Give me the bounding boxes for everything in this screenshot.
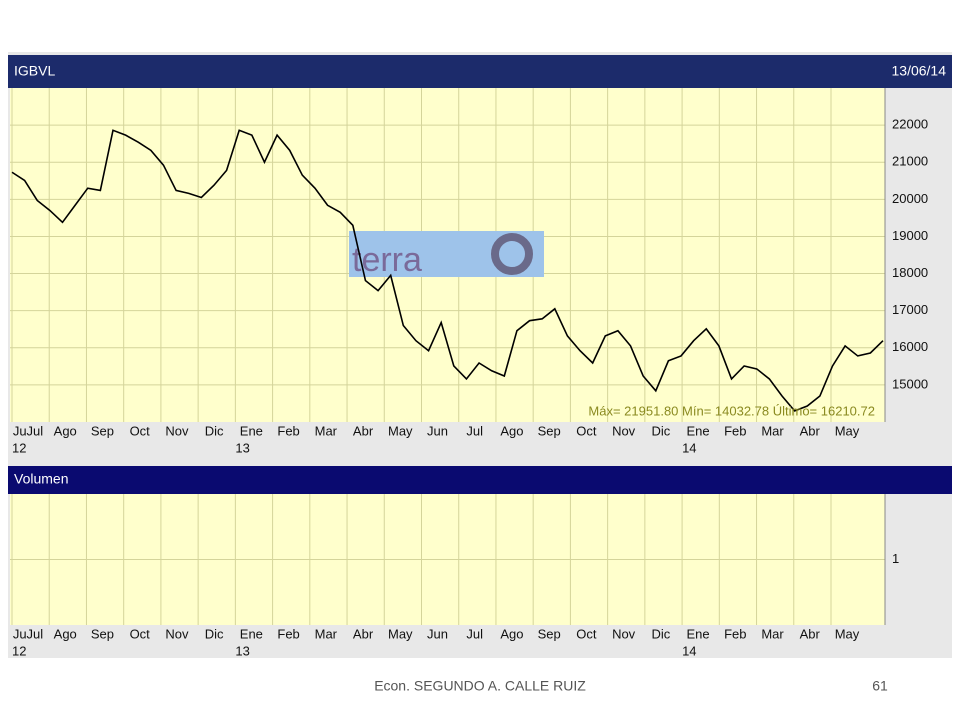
x-tick-label: Mar	[315, 626, 338, 641]
year-label: 12	[12, 440, 26, 455]
x-tick-label: Ene	[240, 626, 263, 641]
year-label: 13	[235, 440, 249, 455]
y-tick-label: 1	[892, 551, 899, 566]
x-tick-label: Feb	[724, 626, 746, 641]
year-label: 14	[682, 440, 696, 455]
x-tick-label: Nov	[612, 423, 636, 438]
year-label: 12	[12, 643, 26, 658]
x-tick-label: Jun	[427, 626, 448, 641]
x-tick-label: Jul	[466, 626, 483, 641]
watermark-logo	[491, 233, 533, 275]
x-tick-label: JuJul	[13, 423, 43, 438]
x-tick-label: Abr	[353, 423, 374, 438]
x-tick-label: Ago	[54, 626, 77, 641]
x-tick-label: Oct	[576, 626, 597, 641]
y-tick-label: 20000	[892, 191, 928, 206]
x-tick-label: Mar	[761, 626, 784, 641]
line-series	[11, 129, 884, 412]
chart-title: Volumen	[14, 471, 68, 487]
x-tick-label: Ene	[240, 423, 263, 438]
x-tick-label: Nov	[612, 626, 636, 641]
y-tick-label: 17000	[892, 302, 928, 317]
annotation: Máx= 21951.80 Mín= 14032.78 Último= 1621…	[588, 403, 875, 418]
y-tick-label: 18000	[892, 265, 928, 280]
header-bar	[8, 466, 952, 494]
x-tick-label: Feb	[724, 423, 746, 438]
x-tick-label: Feb	[277, 626, 299, 641]
y-tick-label: 21000	[892, 154, 928, 169]
x-tick-label: Abr	[353, 626, 374, 641]
x-tick-label: Ago	[54, 423, 77, 438]
x-tick-label: Sep	[91, 423, 114, 438]
x-tick-label: Sep	[538, 626, 561, 641]
x-tick-label: Ago	[500, 626, 523, 641]
x-tick-label: Ago	[500, 423, 523, 438]
x-tick-label: Jun	[427, 423, 448, 438]
y-tick-label: 22000	[892, 117, 928, 132]
x-tick-label: May	[388, 423, 413, 438]
x-tick-label: Jul	[466, 423, 483, 438]
x-tick-label: Feb	[277, 423, 299, 438]
x-tick-label: May	[388, 626, 413, 641]
year-label: 14	[682, 643, 696, 658]
chart-date: 13/06/14	[892, 63, 947, 79]
y-tick-label: 16000	[892, 339, 928, 354]
y-tick-label: 19000	[892, 228, 928, 243]
x-tick-label: Dic	[205, 626, 224, 641]
x-tick-label: Oct	[130, 626, 151, 641]
x-tick-label: Dic	[651, 626, 670, 641]
x-tick-label: Dic	[205, 423, 224, 438]
x-tick-label: Ene	[687, 423, 710, 438]
header-bar	[8, 55, 952, 88]
y-tick-label: 15000	[892, 376, 928, 391]
footer-author: Econ. SEGUNDO A. CALLE RUIZ	[374, 678, 586, 694]
watermark: terra	[352, 241, 422, 279]
x-tick-label: Abr	[800, 626, 821, 641]
year-label: 13	[235, 643, 249, 658]
x-tick-label: Dic	[651, 423, 670, 438]
x-tick-label: May	[835, 626, 860, 641]
x-tick-label: May	[835, 423, 860, 438]
x-tick-label: Nov	[165, 423, 189, 438]
x-tick-label: Mar	[761, 423, 784, 438]
x-tick-label: Ene	[687, 626, 710, 641]
x-tick-label: Nov	[165, 626, 189, 641]
x-tick-label: Abr	[800, 423, 821, 438]
x-tick-label: Sep	[538, 423, 561, 438]
x-tick-label: Sep	[91, 626, 114, 641]
x-tick-label: JuJul	[13, 626, 43, 641]
x-tick-label: Oct	[576, 423, 597, 438]
chart-title: IGBVL	[14, 63, 55, 79]
footer-page: 61	[872, 678, 888, 694]
x-tick-label: Mar	[315, 423, 338, 438]
x-tick-label: Oct	[130, 423, 151, 438]
